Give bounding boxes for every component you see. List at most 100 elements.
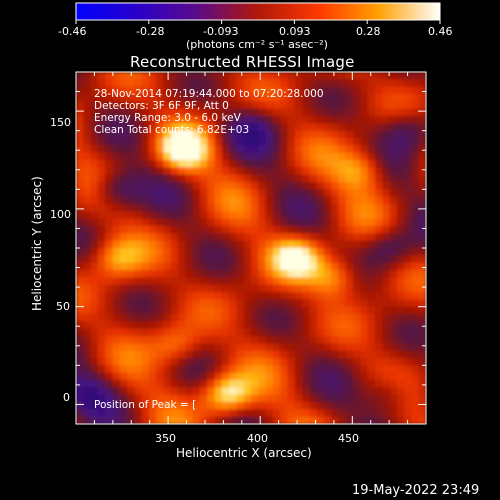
heatmap-cell — [411, 196, 420, 205]
heatmap-cell — [294, 380, 303, 388]
heatmap-cell — [353, 72, 361, 80]
heatmap-cell — [236, 72, 245, 80]
heatmap-cell — [185, 138, 194, 146]
heatmap-cell — [97, 416, 106, 424]
heatmap-cell — [192, 123, 201, 132]
heatmap-cell — [127, 160, 135, 168]
heatmap-cell — [178, 299, 186, 308]
heatmap-cell — [389, 79, 398, 88]
heatmap-cell — [404, 270, 413, 278]
heatmap-cell — [258, 79, 267, 88]
heatmap-cell — [127, 328, 135, 337]
heatmap-cell — [192, 240, 201, 249]
heatmap-cell — [83, 336, 92, 344]
heatmap-cell — [294, 416, 303, 424]
heatmap-cell — [229, 387, 238, 396]
heatmap-cell — [345, 240, 354, 249]
heatmap-cell — [105, 416, 114, 424]
heatmap-cell — [83, 358, 92, 366]
heatmap-cell — [309, 174, 318, 183]
heatmap-cell — [331, 167, 340, 176]
heatmap-cell — [141, 196, 150, 205]
heatmap-cell — [178, 292, 186, 300]
heatmap-cell — [127, 372, 135, 381]
heatmap-cell — [134, 306, 143, 315]
heatmap-cell — [360, 211, 369, 220]
heatmap-cell — [112, 130, 121, 139]
heatmap-cell — [338, 387, 347, 396]
heatmap-cell — [207, 328, 216, 337]
heatmap-cell — [251, 189, 259, 198]
heatmap-cell — [418, 350, 426, 359]
heatmap-cell — [236, 167, 245, 176]
heatmap-cell — [192, 284, 201, 293]
heatmap-cell — [185, 233, 194, 242]
heatmap-cell — [411, 343, 420, 352]
heatmap-cell — [76, 409, 84, 418]
heatmap-cell — [367, 226, 376, 234]
heatmap-cell — [331, 380, 340, 388]
heatmap-cell — [97, 160, 106, 168]
heatmap-cell — [302, 343, 310, 352]
heatmap-cell — [178, 138, 186, 146]
heatmap-cell — [76, 358, 84, 366]
heatmap-cell — [323, 372, 332, 381]
heatmap-cell — [294, 101, 303, 110]
heatmap-cell — [353, 321, 361, 330]
heatmap-cell — [229, 196, 238, 205]
heatmap-cell — [389, 152, 398, 161]
heatmap-cell — [338, 372, 347, 381]
heatmap-cell — [112, 226, 121, 234]
heatmap-cell — [156, 277, 165, 286]
heatmap-cell — [83, 365, 92, 374]
heatmap-cell — [251, 233, 259, 242]
heatmap-cell — [396, 248, 405, 256]
heatmap-cell — [185, 292, 194, 300]
heatmap-cell — [338, 204, 347, 212]
heatmap-cell — [272, 152, 281, 161]
heatmap-cell — [163, 72, 172, 80]
heatmap-cell — [389, 145, 398, 154]
heatmap-cell — [353, 270, 361, 278]
heatmap-cell — [207, 270, 216, 278]
heatmap-cell — [323, 416, 332, 424]
heatmap-cell — [294, 138, 303, 146]
heatmap-cell — [112, 248, 121, 256]
heatmap-cell — [251, 196, 259, 205]
colorbar-tick-label: 0.28 — [356, 25, 381, 38]
heatmap-cell — [258, 321, 267, 330]
heatmap-cell — [178, 101, 186, 110]
heatmap-cell — [199, 218, 208, 227]
heatmap-cell — [323, 211, 332, 220]
heatmap-cell — [338, 196, 347, 205]
heatmap-cell — [207, 380, 216, 388]
heatmap-cell — [127, 138, 135, 146]
heatmap-cell — [251, 365, 259, 374]
heatmap-cell — [418, 321, 426, 330]
heatmap-cell — [141, 182, 150, 190]
heatmap-cell — [163, 314, 172, 322]
heatmap-cell — [316, 123, 325, 132]
heatmap-cell — [411, 123, 420, 132]
heatmap-cell — [360, 189, 369, 198]
heatmap-cell — [374, 387, 383, 396]
heatmap-cell — [404, 336, 413, 344]
heatmap-cell — [76, 226, 84, 234]
heatmap-cell — [331, 189, 340, 198]
heatmap-cell — [192, 167, 201, 176]
heatmap-cell — [90, 306, 99, 315]
heatmap-cell — [338, 138, 347, 146]
heatmap-cell — [229, 328, 238, 337]
heatmap-cell — [331, 79, 340, 88]
heatmap-cell — [353, 160, 361, 168]
heatmap-cell — [76, 152, 84, 161]
heatmap-cell — [134, 182, 143, 190]
heatmap-cell — [243, 145, 252, 154]
heatmap-cell — [163, 94, 172, 102]
heatmap-cell — [243, 358, 252, 366]
heatmap-cell — [148, 108, 157, 117]
heatmap-cell — [148, 409, 157, 418]
heatmap-cell — [404, 394, 413, 403]
heatmap-cell — [214, 233, 223, 242]
heatmap-cell — [280, 277, 289, 286]
